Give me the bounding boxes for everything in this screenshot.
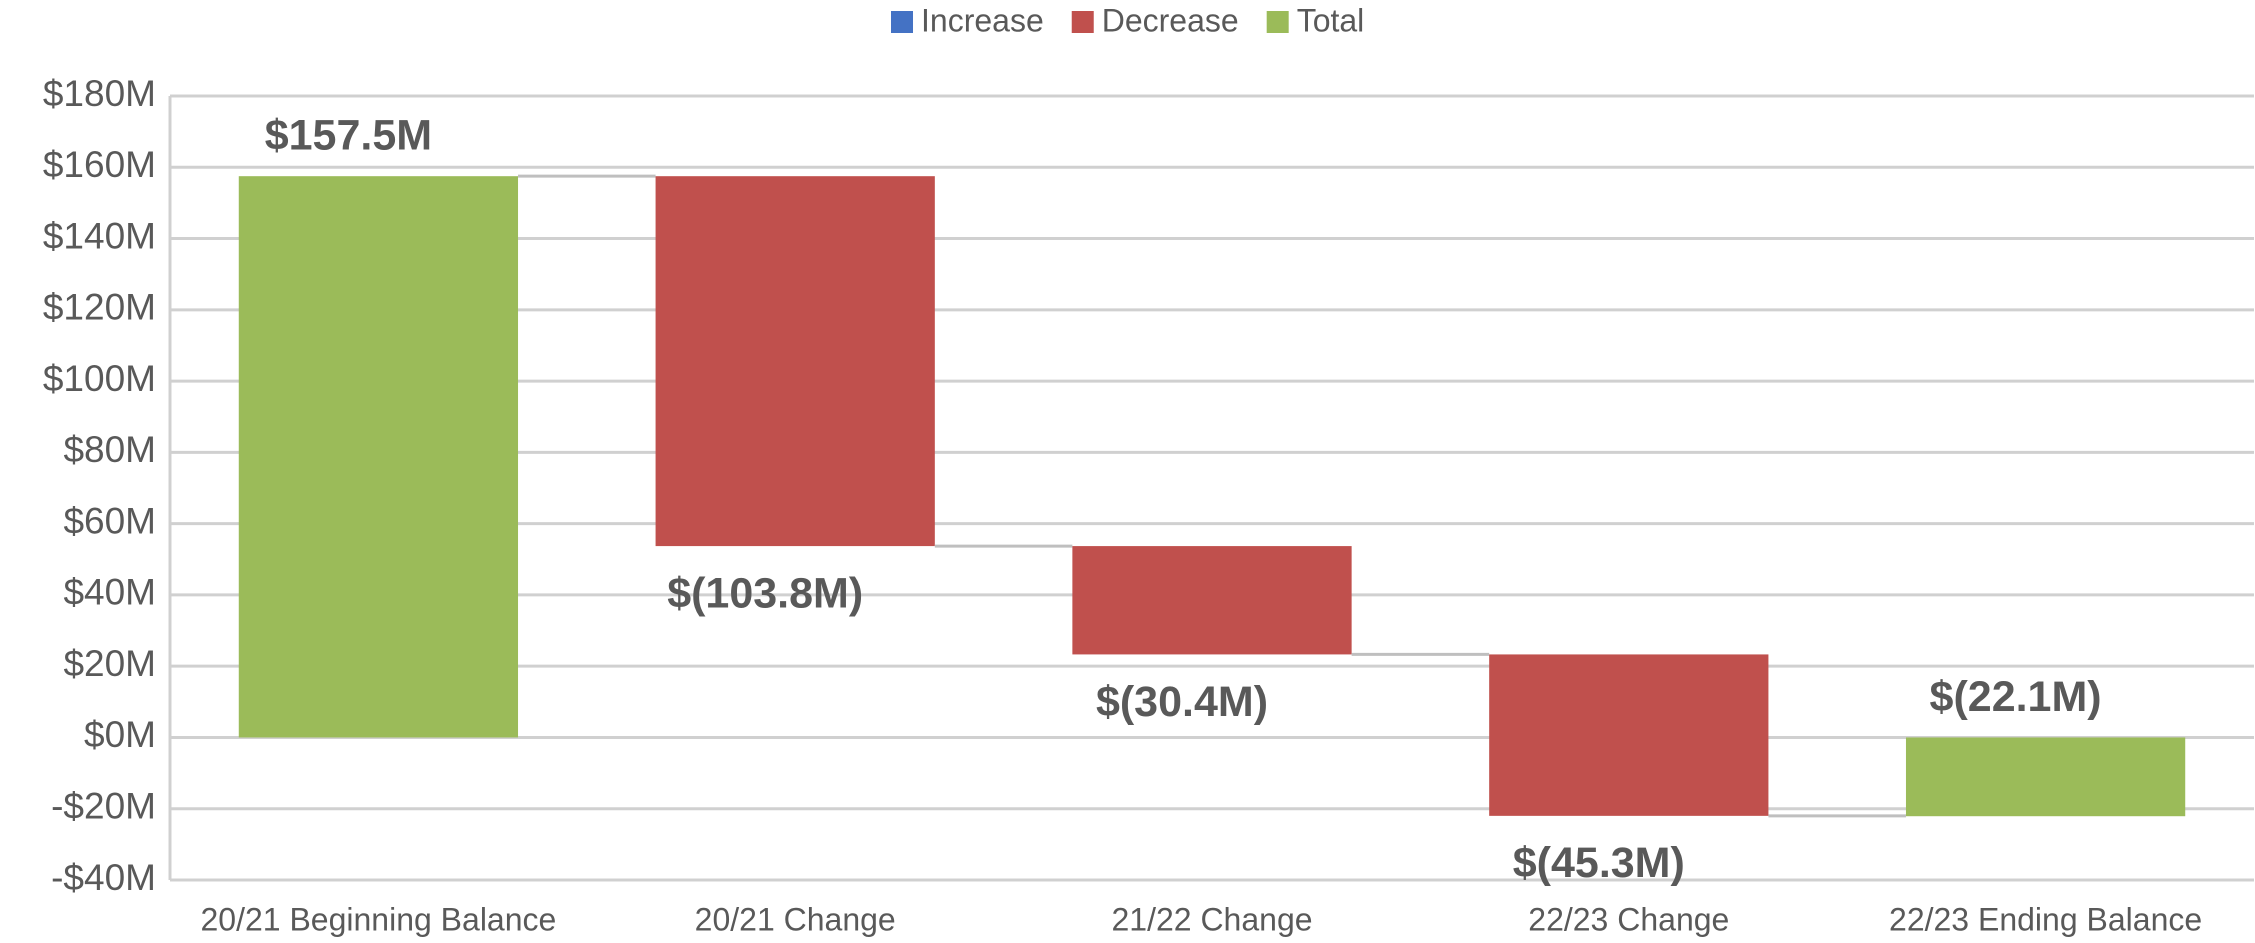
value-label: $157.5M: [265, 112, 432, 160]
x-tick-label: 21/22 Change: [1111, 901, 1312, 937]
y-tick-label: $180M: [43, 73, 156, 114]
y-tick-label: -$40M: [51, 857, 156, 898]
legend-swatch: [1266, 11, 1289, 33]
value-label: $(30.4M): [1096, 678, 1268, 726]
y-tick-label: -$20M: [51, 786, 156, 827]
bar: [655, 176, 935, 547]
y-tick-label: $40M: [63, 572, 156, 613]
y-tick-label: $100M: [43, 358, 156, 399]
value-label: $(103.8M): [667, 569, 863, 617]
x-tick-label: 22/23 Change: [1528, 901, 1729, 937]
value-label: $(22.1M): [1930, 673, 2102, 721]
y-tick-label: $20M: [63, 643, 156, 684]
y-tick-label: $0M: [84, 714, 156, 755]
bar: [1905, 737, 2186, 817]
y-tick-label: $60M: [63, 500, 156, 541]
y-tick-label: $80M: [63, 429, 156, 470]
value-label: $(45.3M): [1513, 839, 1685, 887]
legend-label: Decrease: [1102, 2, 1239, 38]
y-tick-label: $140M: [43, 215, 156, 256]
y-tick-label: $120M: [43, 287, 156, 328]
legend-label: Total: [1297, 2, 1365, 38]
x-tick-label: 20/21 Beginning Balance: [200, 901, 556, 937]
y-tick-label: $160M: [43, 144, 156, 185]
legend-swatch: [1071, 11, 1094, 33]
bar: [1072, 546, 1352, 655]
bar: [1489, 654, 1769, 816]
x-tick-label: 20/21 Change: [695, 901, 896, 937]
legend-swatch: [891, 11, 913, 33]
legend-label: Increase: [921, 2, 1044, 38]
bar: [238, 176, 519, 738]
x-tick-label: 22/23 Ending Balance: [1889, 901, 2202, 937]
